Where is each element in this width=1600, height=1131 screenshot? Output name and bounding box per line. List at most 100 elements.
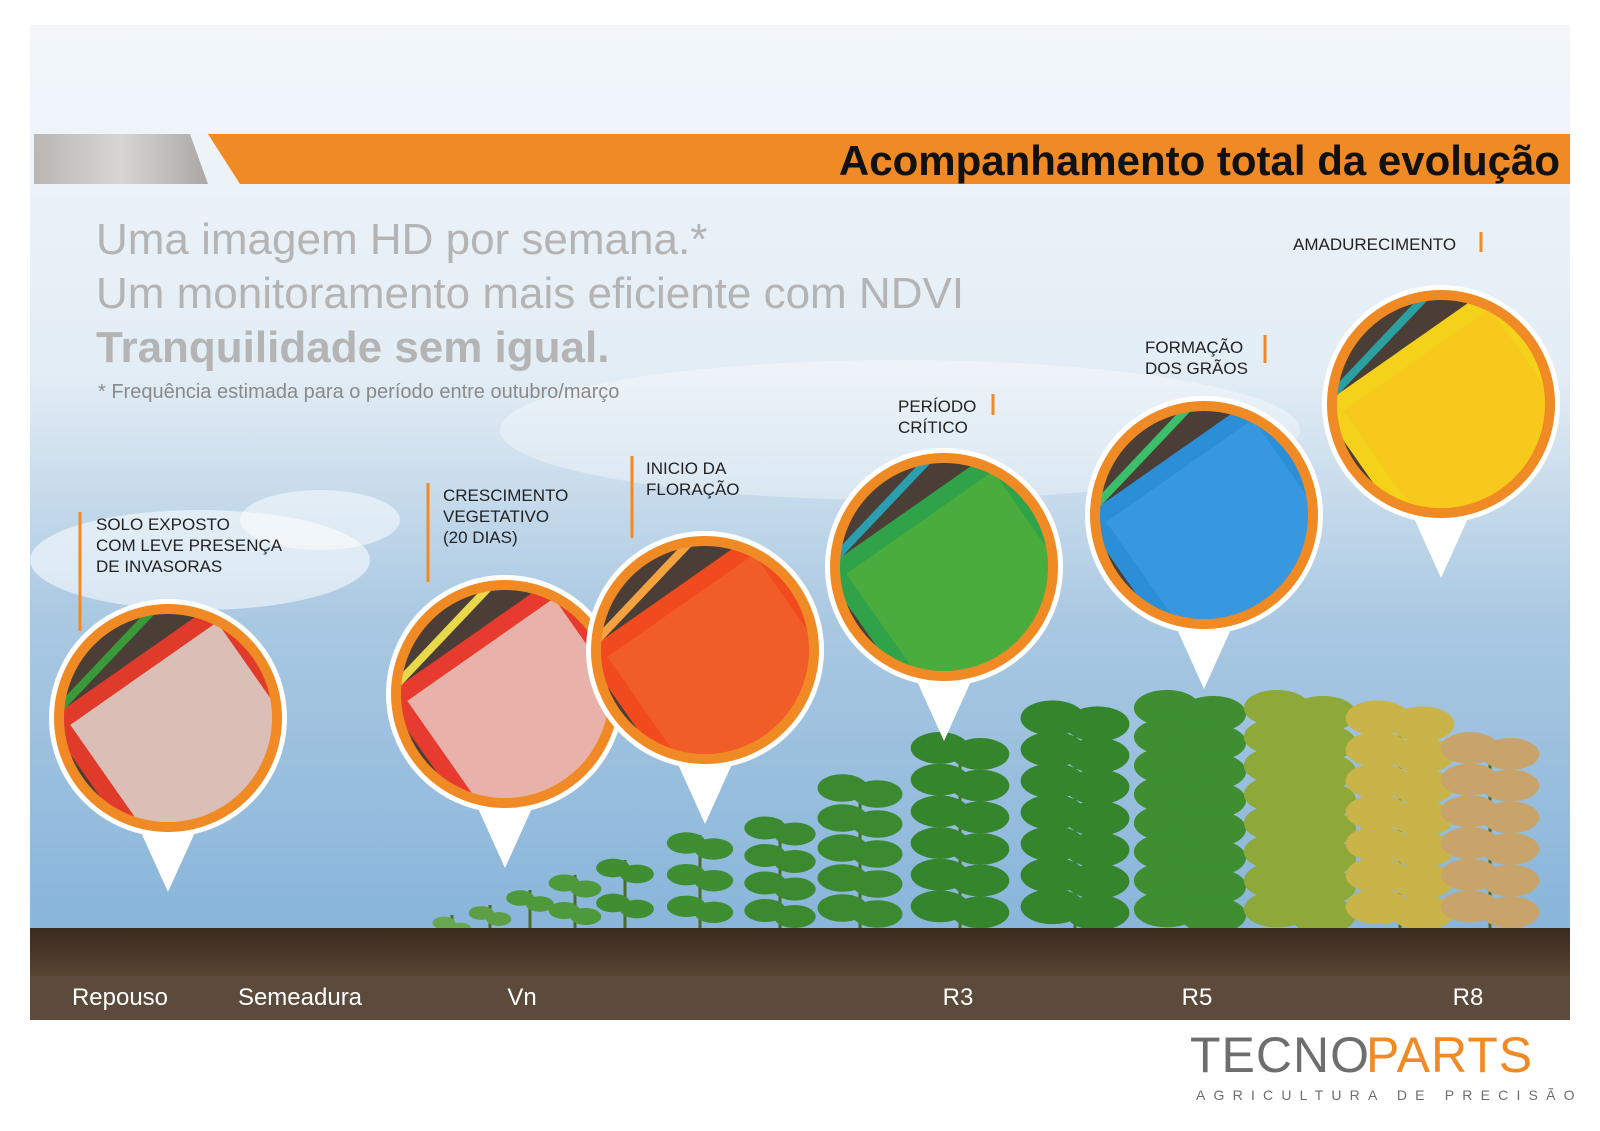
stage-label: AMADURECIMENTO xyxy=(1293,235,1456,254)
ndvi-edge xyxy=(62,612,160,716)
leaf xyxy=(1180,695,1247,733)
leaf xyxy=(619,899,654,919)
leaf xyxy=(1180,810,1247,848)
leaf xyxy=(1290,782,1357,819)
leaf xyxy=(951,833,1010,865)
leaf xyxy=(1065,894,1130,931)
leaf xyxy=(1390,737,1455,774)
phase-label: Semeadura xyxy=(238,984,363,1011)
pointer xyxy=(140,830,196,892)
leaf xyxy=(1481,769,1540,802)
pointer xyxy=(916,679,972,741)
stage-callout: PERÍODO CRÍTICO xyxy=(825,394,1063,741)
cloud xyxy=(240,490,400,550)
phase-label: R3 xyxy=(943,984,974,1011)
leaf xyxy=(1290,695,1357,733)
leaf xyxy=(852,810,903,838)
leaf xyxy=(1180,868,1247,905)
phase-label: R5 xyxy=(1182,984,1213,1011)
logo-part2: PARTS xyxy=(1366,1027,1533,1083)
intro-line: Um monitoramento mais eficiente com NDVI xyxy=(96,269,964,318)
title-banner xyxy=(208,134,1570,184)
ndvi-edge xyxy=(838,461,936,565)
leaf xyxy=(1065,863,1130,899)
stage-label: COM LEVE PRESENÇA xyxy=(96,536,283,555)
leaf xyxy=(486,912,512,926)
leaf xyxy=(852,840,903,868)
leaf xyxy=(951,864,1010,897)
ring-outer xyxy=(49,599,287,837)
stage-label: FORMAÇÃO xyxy=(1145,338,1243,357)
leaf xyxy=(951,801,1010,834)
leaf xyxy=(1481,896,1540,929)
leaf xyxy=(773,849,816,874)
leaf xyxy=(1290,897,1357,934)
leaf xyxy=(694,838,734,860)
ndvi-edge xyxy=(1335,298,1433,402)
leaf xyxy=(951,896,1010,929)
stage-callout: SOLO EXPOSTO COM LEVE PRESENÇA DE INVASORA… xyxy=(49,512,287,892)
leaf xyxy=(1390,894,1455,931)
footnote: * Frequência estimada para o período ent… xyxy=(98,381,619,403)
ring xyxy=(1327,290,1555,518)
stage-label: VEGETATIVO xyxy=(443,507,549,526)
leaf xyxy=(951,738,1010,770)
ring-outer xyxy=(825,448,1063,686)
leaf xyxy=(1290,839,1357,876)
leaf xyxy=(1481,864,1540,897)
leaf xyxy=(773,904,816,929)
leaf xyxy=(1180,839,1247,876)
ring xyxy=(54,604,282,832)
leaf xyxy=(1390,769,1455,805)
stage-label: DE INVASORAS xyxy=(96,557,222,576)
ndvi-edge xyxy=(399,588,497,692)
stage-label: CRESCIMENTO xyxy=(443,486,568,505)
banner-metal xyxy=(34,134,208,184)
leaf xyxy=(852,900,903,928)
ring xyxy=(1090,401,1318,629)
pointer xyxy=(1413,516,1469,578)
phase-bar xyxy=(30,976,1570,1020)
intro-line: Tranquilidade sem igual. xyxy=(96,323,609,372)
stage-label: SOLO EXPOSTO xyxy=(96,515,230,534)
leaf xyxy=(619,864,654,884)
leaf xyxy=(1180,753,1247,790)
plants xyxy=(432,689,1540,936)
leaf xyxy=(951,769,1010,802)
leaf xyxy=(432,916,456,930)
leaf xyxy=(1290,724,1357,761)
intro-line: Uma imagem HD por semana.* xyxy=(96,215,707,264)
leaf xyxy=(1065,800,1130,836)
soil xyxy=(30,928,1570,976)
leaf xyxy=(1390,800,1455,836)
pointer xyxy=(677,762,733,824)
phase-label: R8 xyxy=(1453,984,1484,1011)
leaf xyxy=(1290,868,1357,905)
ring xyxy=(591,536,819,764)
phases: Repouso Semeadura Vn R3 R5 R8 xyxy=(72,984,1483,1011)
title: Acompanhamento total da evolução xyxy=(839,137,1560,184)
leaf xyxy=(570,907,602,926)
leaf xyxy=(1390,706,1455,742)
ring xyxy=(830,453,1058,681)
leaf xyxy=(852,870,903,898)
ring-outer xyxy=(1322,285,1560,523)
stage-label: INICIO DA xyxy=(646,459,727,478)
leaf xyxy=(1065,706,1130,742)
leaf xyxy=(1481,801,1540,834)
stage-label: FLORAÇÃO xyxy=(646,480,740,499)
leaf xyxy=(525,896,554,912)
leaf xyxy=(852,780,903,808)
leaf xyxy=(1180,897,1247,934)
leaf xyxy=(1290,753,1357,790)
leaf xyxy=(1065,737,1130,774)
leaf xyxy=(694,869,734,892)
leaf xyxy=(1065,832,1130,868)
pointer xyxy=(1176,627,1232,689)
leaf xyxy=(1390,863,1455,899)
stage-label: DOS GRÃOS xyxy=(1145,359,1248,378)
logo-tagline: AGRICULTURA DE PRECISÃO xyxy=(1196,1087,1583,1103)
ring-outer xyxy=(1085,396,1323,634)
phase-label: Vn xyxy=(507,984,536,1011)
